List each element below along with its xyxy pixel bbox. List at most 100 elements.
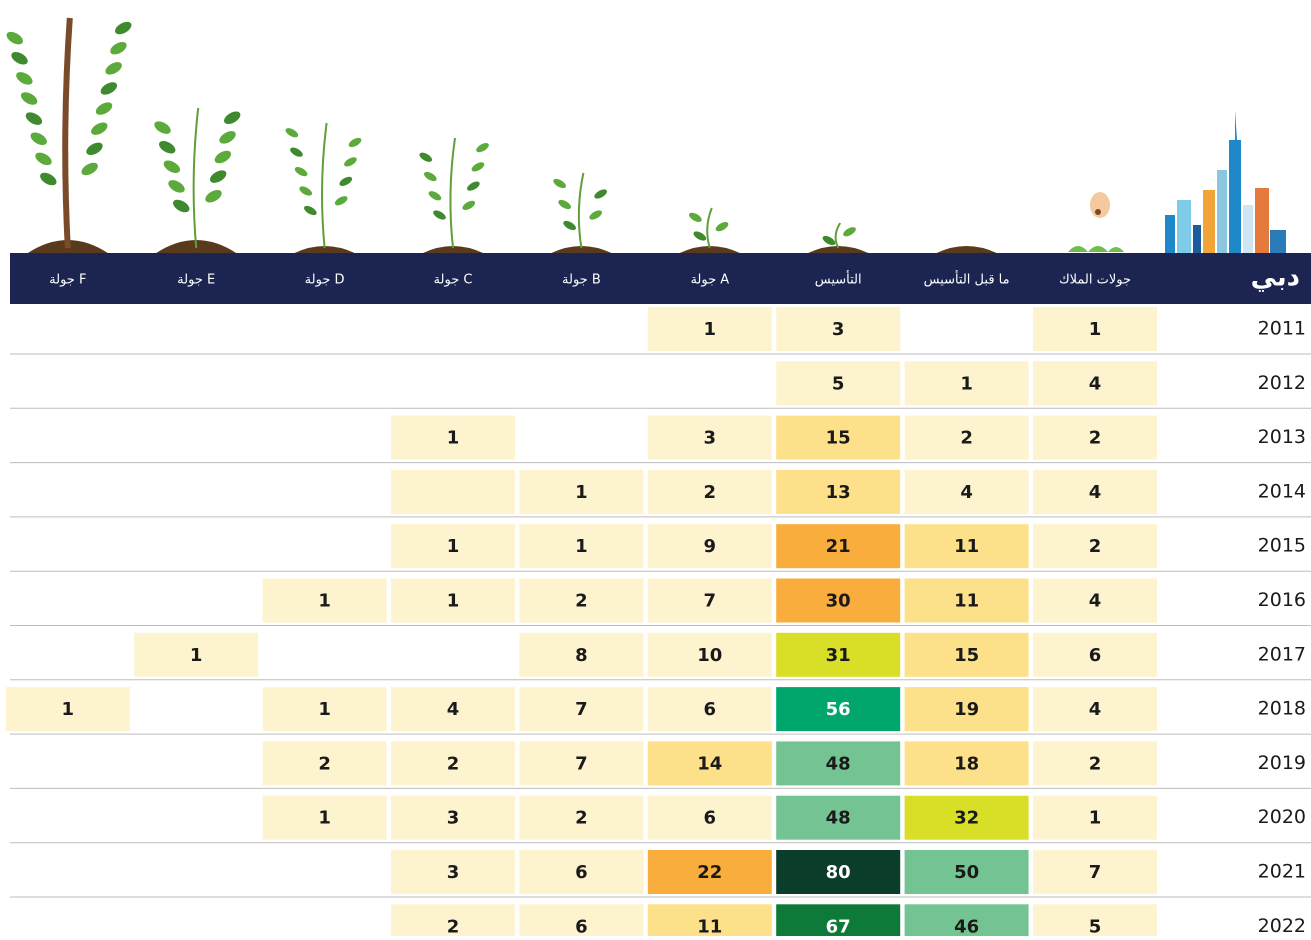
cell-background [647, 687, 772, 732]
leaf [843, 227, 856, 237]
illustrations [6, 17, 1286, 253]
soil-mound [679, 246, 740, 253]
cell-value: 2 [1089, 428, 1102, 449]
cell-value: 5 [832, 373, 845, 394]
year-label: 2021 [1258, 861, 1306, 883]
cell-value: 7 [575, 699, 588, 720]
cell-background [904, 795, 1029, 840]
cell-background [519, 795, 644, 840]
column-header: جولة A [690, 273, 729, 288]
cell-value: 32 [954, 808, 979, 829]
cell-background [776, 307, 901, 351]
leaf [689, 212, 702, 222]
cell-value: 11 [954, 536, 979, 557]
cell-value: 6 [575, 916, 588, 936]
column-header: جولات الملاك [1059, 273, 1131, 288]
stem [192, 107, 200, 249]
cell-value: 2 [1089, 753, 1102, 774]
leaf [214, 150, 232, 164]
leaf [173, 199, 190, 213]
leaf [224, 111, 241, 125]
cell-value: 1 [575, 482, 588, 503]
cell-background [519, 904, 644, 940]
leaf [110, 41, 127, 55]
cell-value: 13 [826, 482, 851, 503]
leaf [344, 157, 357, 167]
year-label: 2022 [1258, 915, 1306, 936]
leaf [462, 200, 476, 211]
year-label: 2016 [1258, 589, 1306, 611]
leaf [210, 170, 227, 183]
cell-background [647, 741, 772, 786]
cell-background [391, 415, 515, 460]
building [1165, 215, 1175, 253]
leaf [168, 180, 185, 193]
leaf [16, 72, 33, 85]
cell-background [391, 687, 515, 732]
leaf [467, 181, 480, 191]
leaf [95, 102, 113, 115]
cell-value: 2 [575, 808, 588, 829]
soil-mound [808, 246, 869, 253]
column-header: جولة F [49, 273, 86, 288]
leaf [594, 189, 607, 199]
cell-background [647, 307, 772, 351]
leaf [294, 166, 308, 177]
leaf [589, 210, 602, 220]
cell-background [647, 632, 772, 677]
cell-value: 11 [697, 916, 722, 936]
year-label: 2011 [1258, 318, 1306, 340]
cell-value: 5 [1089, 916, 1102, 936]
cell-background [1033, 361, 1157, 406]
cell-value: 3 [832, 319, 845, 340]
cell-background [1033, 632, 1157, 677]
soil-mound [936, 246, 997, 253]
leaf [154, 121, 171, 134]
leaf [693, 231, 707, 241]
cell-background [776, 904, 901, 940]
leaf [163, 160, 181, 174]
cell-background [519, 469, 644, 514]
leaf [91, 122, 108, 135]
year-label: 2014 [1258, 480, 1306, 502]
cell-background [262, 578, 387, 623]
column-header: التأسيس [815, 270, 862, 288]
year-label: 2012 [1258, 372, 1306, 394]
hand [1090, 192, 1110, 218]
cell-background [391, 578, 515, 623]
cell-background [776, 361, 901, 406]
cell-background [1033, 469, 1157, 514]
seed [1095, 209, 1101, 215]
cell-background [776, 687, 901, 732]
cell-value: 1 [62, 699, 75, 720]
cell-value: 1 [447, 591, 460, 612]
year-label: 2013 [1258, 426, 1306, 448]
cell-value: 6 [704, 808, 717, 829]
cell-background [904, 524, 1029, 569]
cell-value: 3 [704, 428, 717, 449]
cell-background [519, 687, 644, 732]
cell-background [1033, 904, 1157, 940]
cell-value: 15 [954, 645, 979, 666]
cell-background [1033, 578, 1157, 623]
cell-value: 6 [1089, 645, 1102, 666]
cell-background [391, 904, 515, 940]
soil-mound [294, 246, 355, 253]
leaf [558, 199, 571, 210]
stem [449, 137, 456, 249]
cell-background [904, 632, 1029, 677]
cell-value: 67 [826, 916, 851, 936]
cell-background [647, 795, 772, 840]
cell-value: 6 [704, 699, 717, 720]
header-bar [10, 253, 1311, 304]
cell-value: 22 [697, 862, 722, 883]
cell-background [262, 741, 387, 786]
cell-background [776, 741, 901, 786]
cell-background [391, 795, 515, 840]
stem [834, 222, 842, 249]
cell-background [391, 469, 515, 514]
leaf [159, 140, 176, 154]
cell-value: 4 [1089, 699, 1102, 720]
cell-value: 4 [1089, 373, 1102, 394]
